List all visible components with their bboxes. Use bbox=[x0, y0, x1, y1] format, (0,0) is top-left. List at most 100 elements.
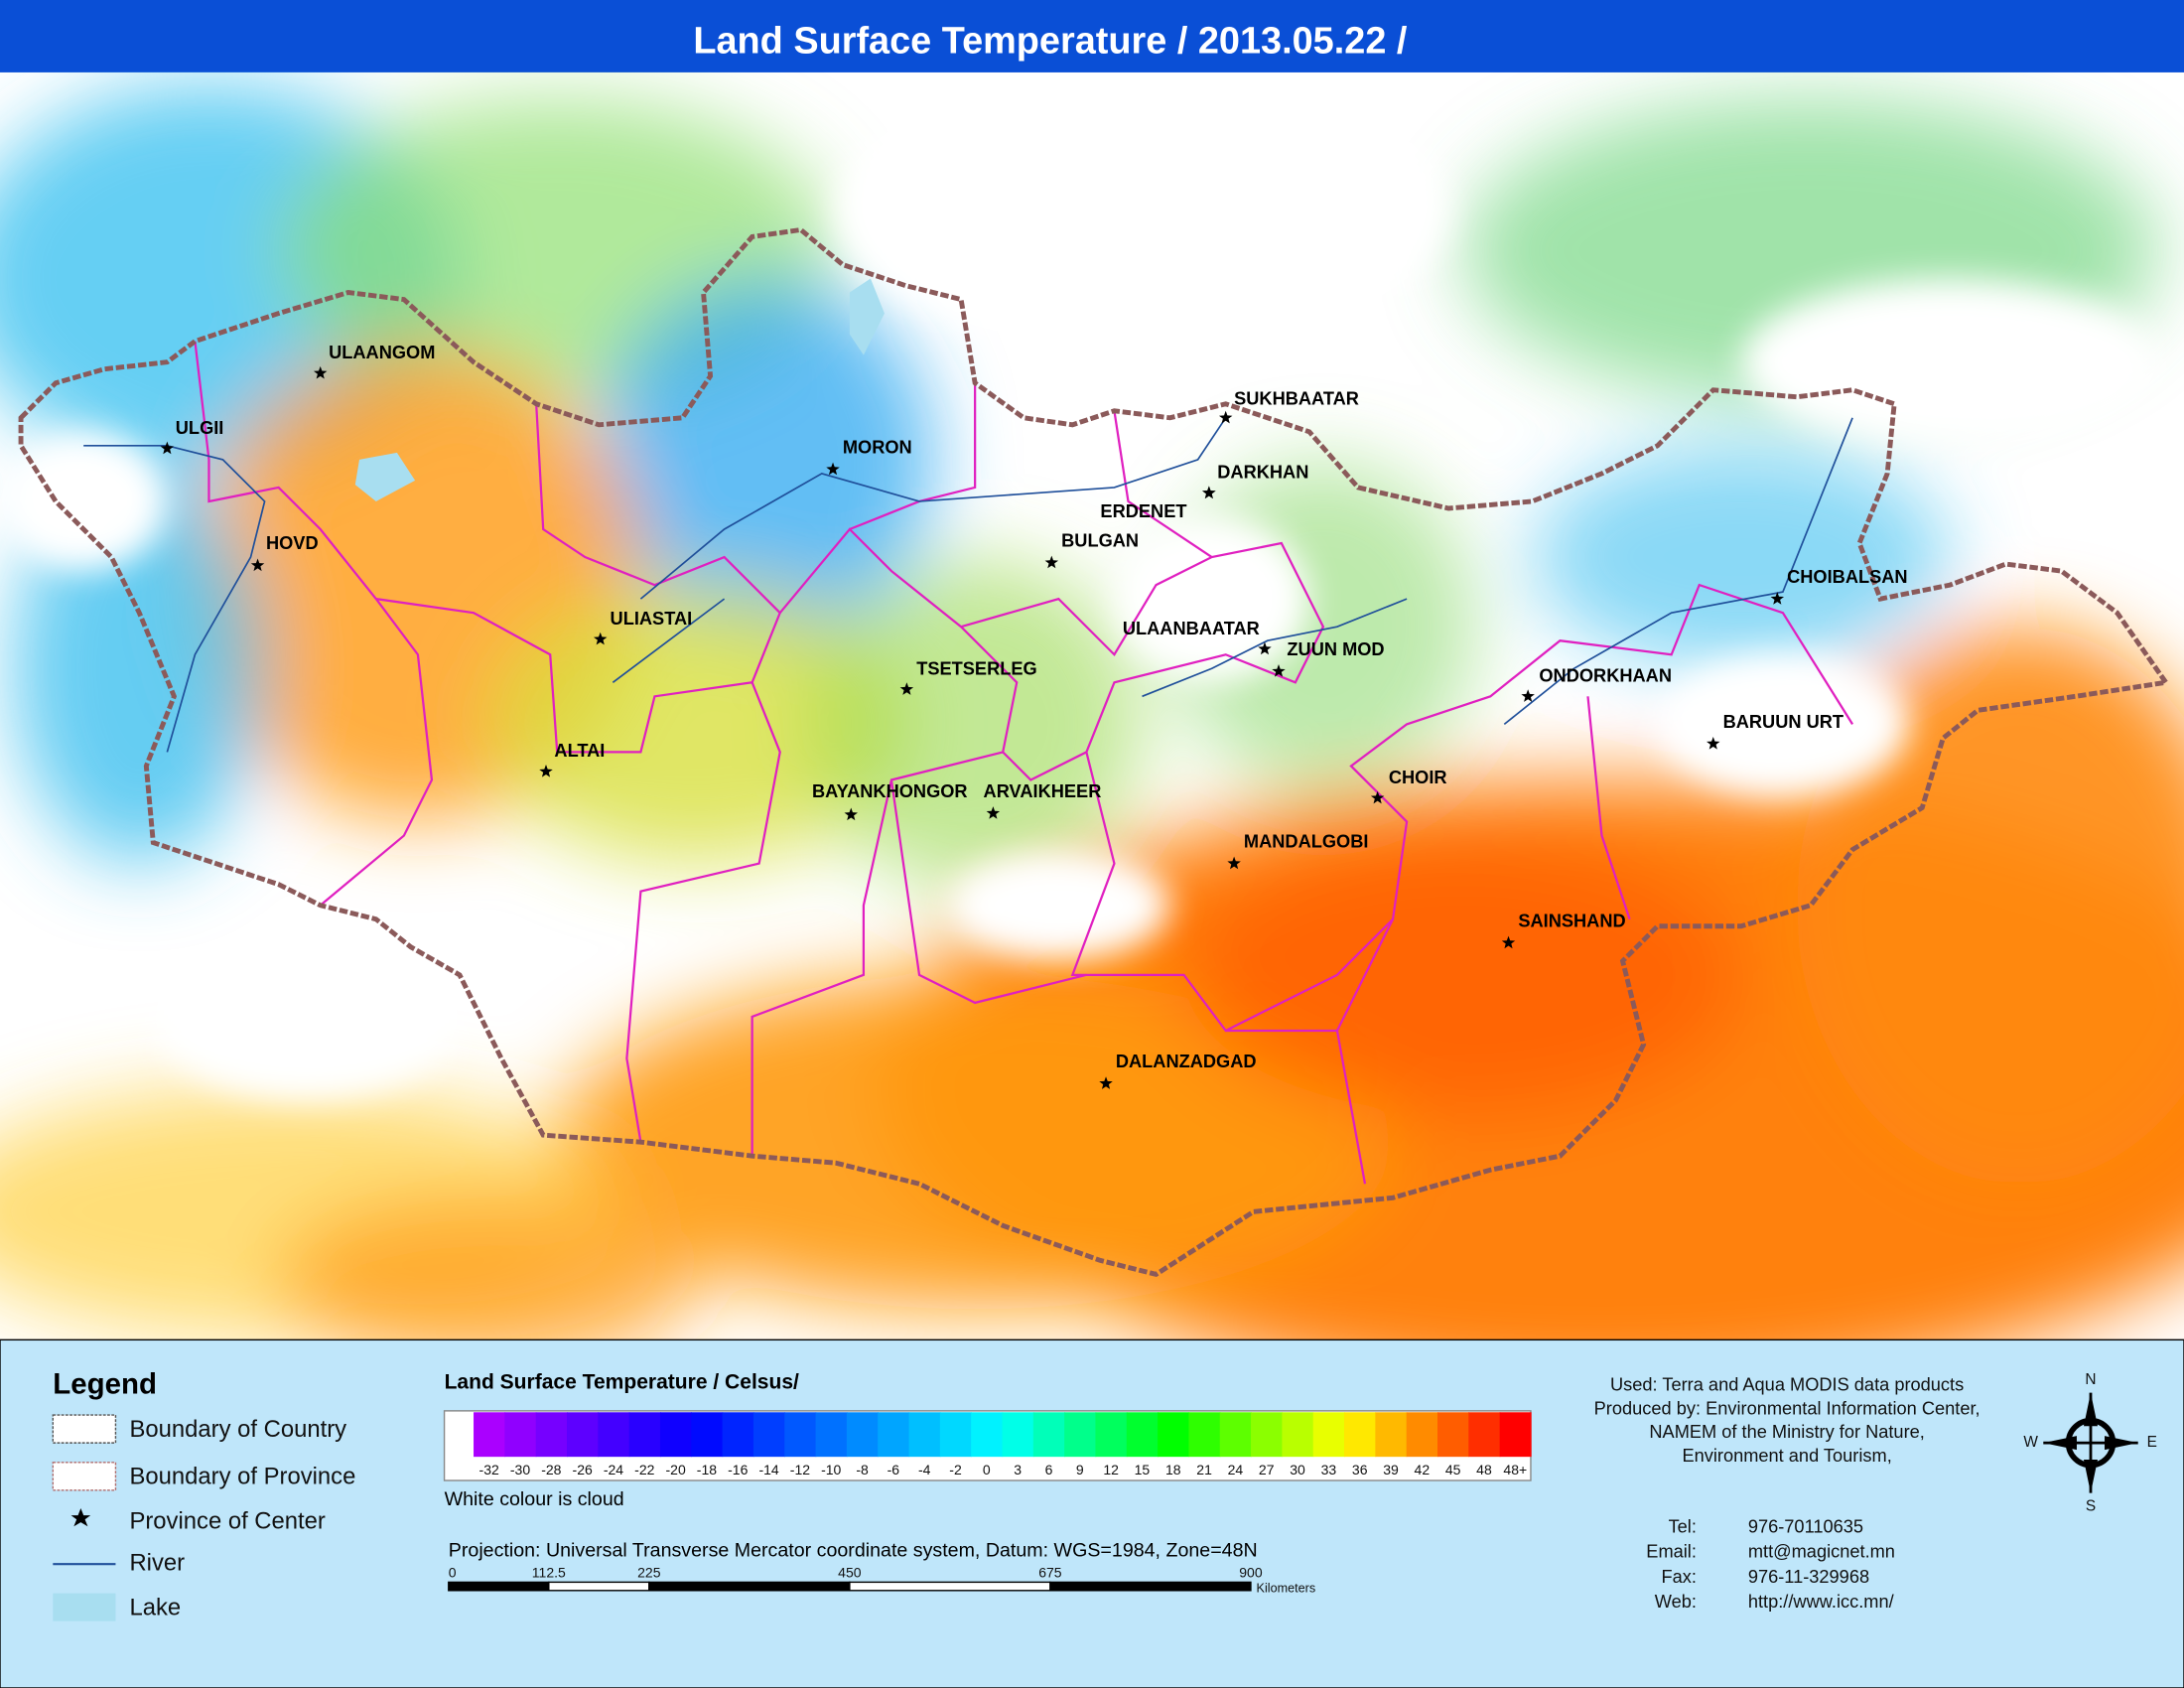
city-label: BARUUN URT bbox=[1723, 711, 1843, 732]
compass-letter: N bbox=[2085, 1371, 2096, 1388]
city-marker bbox=[1501, 935, 1516, 949]
contact-value: mtt@magicnet.mn bbox=[1748, 1541, 1895, 1562]
legend-symbol-country bbox=[52, 1414, 117, 1444]
contact-value: 976-70110635 bbox=[1748, 1516, 1863, 1537]
colorbar-label: -30 bbox=[510, 1462, 530, 1477]
scale-segment bbox=[548, 1581, 650, 1592]
city-label: CHOIBALSAN bbox=[1787, 566, 1907, 587]
city-label: ONDORKHAAN bbox=[1539, 664, 1672, 685]
colorbar-label: 27 bbox=[1259, 1462, 1275, 1477]
legend-symbol-province bbox=[52, 1462, 117, 1491]
cloud-cover bbox=[0, 71, 2159, 1101]
colorbar-label: 18 bbox=[1165, 1462, 1181, 1477]
colorbar-label: 36 bbox=[1352, 1462, 1368, 1477]
city-label: ULGII bbox=[176, 417, 224, 438]
legend-label: Boundary of Province bbox=[129, 1464, 355, 1490]
city-label: MORON bbox=[843, 436, 912, 457]
colorbar-cell bbox=[752, 1412, 785, 1458]
colorbar-cell bbox=[567, 1412, 600, 1458]
contact-label: Tel: bbox=[1669, 1516, 1697, 1537]
colorbar-label: 33 bbox=[1321, 1462, 1337, 1477]
map-area: ULAANGOM ULGII HOVD MORON ULIASTAI ALTAI TSETS… bbox=[0, 71, 2184, 1340]
colorbar-label: -28 bbox=[541, 1462, 561, 1477]
colorbar-title: Land Surface Temperature / Celsus/ bbox=[445, 1370, 799, 1393]
colorbar-label: -12 bbox=[790, 1462, 810, 1477]
map-title: Land Surface Temperature / 2013.05.22 / bbox=[693, 20, 1408, 62]
colorbar-cell bbox=[1406, 1412, 1438, 1458]
scale-segment bbox=[849, 1581, 1051, 1592]
city-marker bbox=[1521, 689, 1535, 702]
colorbar-label: 30 bbox=[1290, 1462, 1305, 1477]
colorbar-label: 48+ bbox=[1503, 1462, 1527, 1477]
colorbar-cell bbox=[1344, 1412, 1377, 1458]
city-marker bbox=[1272, 664, 1286, 677]
city-label: MANDALGOBI bbox=[1244, 830, 1369, 851]
city-marker bbox=[1706, 736, 1720, 750]
scale-label: 225 bbox=[637, 1565, 661, 1581]
city-marker bbox=[593, 632, 608, 645]
colorbar-label: -2 bbox=[949, 1462, 962, 1477]
city-label: SUKHBAATAR bbox=[1234, 387, 1359, 408]
legend-label: Province of Center bbox=[129, 1507, 325, 1534]
colorbar-label: -4 bbox=[918, 1462, 931, 1477]
city-label: DARKHAN bbox=[1217, 462, 1308, 483]
contact-value: http://www.icc.mn/ bbox=[1748, 1591, 1895, 1612]
legend-label: Boundary of Country bbox=[129, 1416, 346, 1443]
colorbar-cell bbox=[1188, 1412, 1221, 1458]
colorbar-label: -6 bbox=[887, 1462, 900, 1477]
colorbar-cell bbox=[474, 1412, 506, 1458]
colorbar-label: 15 bbox=[1135, 1462, 1151, 1477]
colorbar-cell bbox=[628, 1412, 661, 1458]
legend-items: Boundary of Country Boundary of Province P… bbox=[129, 1416, 355, 1621]
credit-line: Used: Terra and Aqua MODIS data products bbox=[1610, 1373, 1964, 1394]
legend-symbol-center bbox=[70, 1508, 91, 1527]
colorbar-cell bbox=[1468, 1412, 1501, 1458]
contact-label: Web: bbox=[1655, 1591, 1697, 1612]
colorbar-cell bbox=[535, 1412, 568, 1458]
city-marker bbox=[160, 441, 175, 455]
scale-label: 900 bbox=[1239, 1565, 1263, 1581]
colorbar-label: -18 bbox=[697, 1462, 717, 1477]
city-label: ERDENET bbox=[1100, 500, 1186, 521]
city-label: ARVAIKHEER bbox=[984, 780, 1102, 801]
colorbar-label: -8 bbox=[856, 1462, 869, 1477]
scale-label: 675 bbox=[1038, 1565, 1062, 1581]
colorbar: -32 -30 -28 -26 -24 -22 -20 -18 -16 -14 -12 -10 -8 -6… bbox=[474, 1412, 1532, 1477]
colorbar-cell bbox=[1375, 1412, 1408, 1458]
city-marker bbox=[986, 806, 1001, 819]
city-label: ULAANBAATAR bbox=[1123, 618, 1260, 638]
cloud-note: White colour is cloud bbox=[445, 1488, 624, 1510]
projection-text: Projection: Universal Transverse Mercato… bbox=[449, 1540, 1258, 1562]
colorbar-cell bbox=[815, 1412, 848, 1458]
country-boundary bbox=[18, 226, 2171, 1278]
scale-label: 0 bbox=[449, 1565, 457, 1581]
colorbar-cell bbox=[1032, 1412, 1065, 1458]
colorbar-cell bbox=[1219, 1412, 1252, 1458]
colorbar-label: 21 bbox=[1196, 1462, 1212, 1477]
legend-label: River bbox=[129, 1549, 185, 1576]
city-label: TSETSERLEG bbox=[916, 657, 1037, 678]
city-label: CHOIR bbox=[1389, 767, 1447, 787]
colorbar-label: 24 bbox=[1228, 1462, 1244, 1477]
credit-line: Environment and Tourism, bbox=[1682, 1445, 1891, 1466]
lake bbox=[354, 452, 416, 501]
city-marker bbox=[1202, 486, 1216, 499]
city-label: DALANZADGAD bbox=[1116, 1051, 1257, 1071]
city-marker bbox=[1258, 641, 1272, 655]
title-bar bbox=[0, 0, 2184, 72]
colorbar-label: 6 bbox=[1045, 1462, 1053, 1477]
city-label: ALTAI bbox=[554, 740, 605, 761]
colorbar-label: -20 bbox=[665, 1462, 685, 1477]
compass-letter: W bbox=[2023, 1434, 2038, 1451]
city-marker bbox=[313, 365, 328, 379]
colorbar-cell bbox=[504, 1412, 537, 1458]
scale-segment bbox=[1049, 1581, 1252, 1592]
lake bbox=[849, 278, 885, 355]
city-marker bbox=[1370, 790, 1385, 804]
city-label: ZUUN MOD bbox=[1287, 638, 1384, 659]
colorbar-cell bbox=[659, 1412, 692, 1458]
colorbar-label: -26 bbox=[573, 1462, 593, 1477]
scale-segment bbox=[448, 1581, 550, 1592]
province-boundaries bbox=[194, 341, 1854, 1185]
